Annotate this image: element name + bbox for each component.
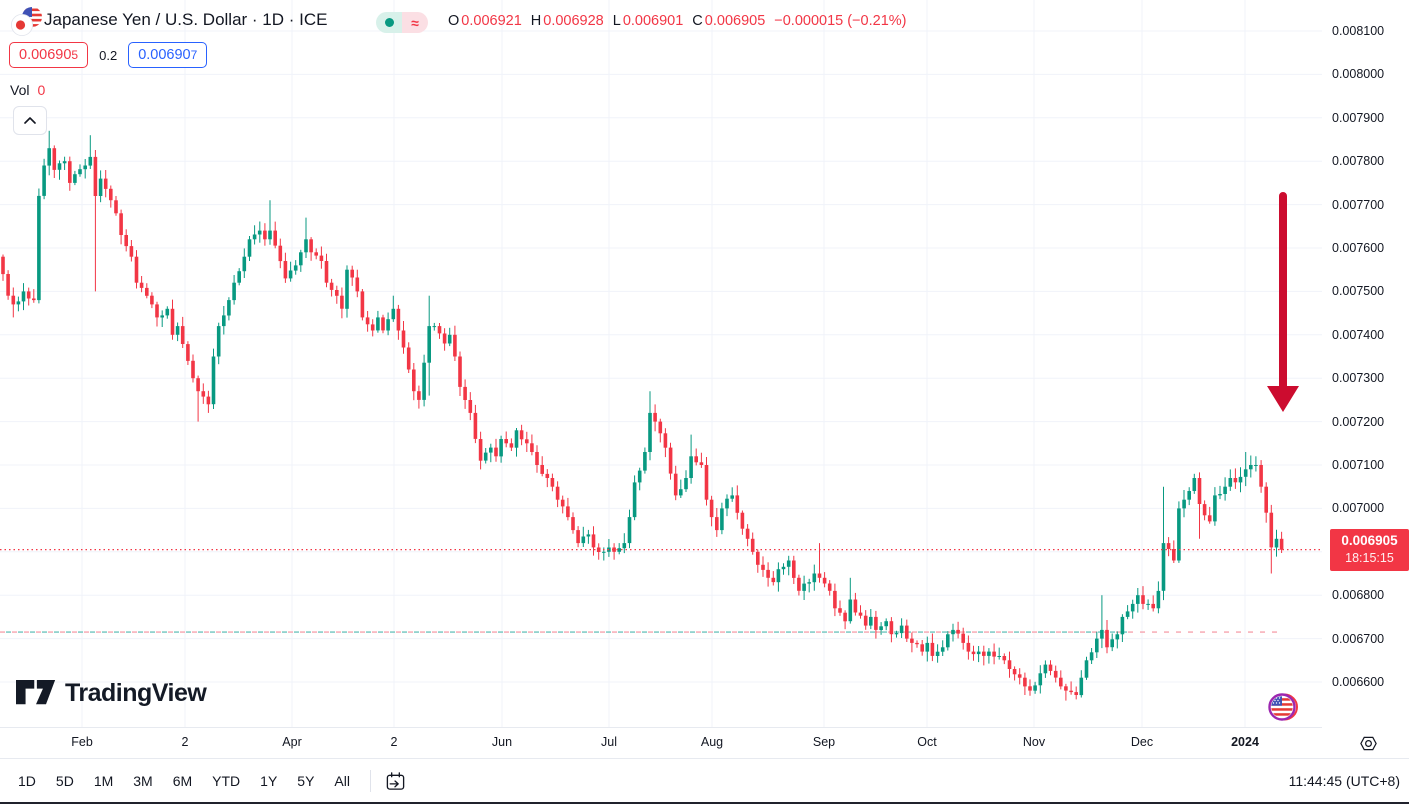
range-button-3m[interactable]: 3M — [133, 773, 153, 789]
range-button-1y[interactable]: 1Y — [260, 773, 278, 789]
price-tick: 0.007500 — [1332, 284, 1385, 299]
go-to-date-button[interactable] — [381, 766, 411, 796]
price-tick: 0.007300 — [1332, 371, 1385, 386]
time-tick: Nov — [1022, 735, 1046, 749]
last-price-value: 0.006905 — [1341, 533, 1398, 549]
buy-button[interactable]: 0.00690 7 — [128, 42, 208, 68]
time-tick: Feb — [71, 735, 93, 749]
market-open-indicator — [376, 12, 402, 33]
volume-label: Vol — [10, 82, 30, 98]
range-button-1m[interactable]: 1M — [93, 773, 114, 789]
tradingview-watermark[interactable]: TradingView — [16, 678, 207, 708]
price-tick: 0.007700 — [1332, 197, 1385, 212]
high-label: H — [530, 13, 542, 29]
date-range-buttons: 1D 5D 1M 3M 6M YTD 1Y 5Y All — [8, 768, 360, 794]
time-tick: 2024 — [1231, 735, 1259, 749]
price-tick: 0.007400 — [1332, 327, 1385, 342]
market-status-pill[interactable]: ≈ — [376, 12, 428, 33]
calendar-goto-icon — [387, 771, 405, 790]
window-bottom-edge — [0, 802, 1409, 804]
open-value: 0.006921 — [461, 13, 522, 29]
collapse-panel-button[interactable] — [13, 106, 47, 135]
time-tick: 2 — [181, 735, 189, 749]
price-tick: 0.007100 — [1332, 458, 1385, 472]
watermark-text: TradingView — [65, 678, 207, 707]
range-button-all[interactable]: All — [334, 773, 350, 789]
low-label: L — [612, 13, 621, 29]
range-button-6m[interactable]: 6M — [172, 773, 193, 789]
price-tick: 0.007900 — [1332, 110, 1385, 125]
price-tick: 0.006700 — [1332, 631, 1385, 646]
price-scale[interactable]: 0.006905 18:15:15 0.008100 0.008000 0.0079… — [1322, 0, 1409, 727]
symbol-title[interactable]: Japanese Yen / U.S. Dollar · 1D · ICE — [44, 10, 328, 29]
tradingview-logo-icon — [16, 679, 56, 705]
time-tick: Dec — [1130, 735, 1154, 749]
price-tick: 0.007800 — [1332, 154, 1385, 169]
chart-pane[interactable] — [0, 0, 1322, 727]
time-tick: Apr — [282, 735, 302, 749]
delayed-data-icon: ≈ — [402, 12, 428, 33]
sell-button[interactable]: 0.00690 5 — [9, 42, 89, 68]
scale-settings-button[interactable] — [1356, 731, 1380, 755]
candlestick-chart — [0, 0, 1322, 727]
price-tick: 0.006800 — [1332, 588, 1385, 603]
toolbar-divider — [369, 770, 371, 792]
price-tick: 0.008000 — [1332, 67, 1385, 82]
price-tick: 0.007600 — [1332, 241, 1385, 255]
bid-ask-row: 0.00690 5 0.2 0.00690 7 — [9, 42, 208, 68]
low-value: 0.006901 — [622, 13, 684, 29]
time-tick: Sep — [812, 735, 836, 749]
ohlc-values: O 0.006921 H 0.006928 L 0.006901 C 0.006905 … — [448, 13, 906, 29]
gear-icon — [1359, 736, 1377, 750]
session-clock[interactable]: 11:44:45 (UTC+8) — [1288, 773, 1400, 789]
price-tick: 0.007000 — [1332, 501, 1385, 516]
time-tick: Oct — [917, 735, 937, 749]
bottom-toolbar: 1D 5D 1M 3M 6M YTD 1Y 5Y All 11:44:45 (UTC+8) — [0, 758, 1409, 803]
time-tick: Jul — [601, 735, 617, 749]
range-button-5y[interactable]: 5Y — [297, 773, 315, 789]
close-value: 0.006905 — [704, 13, 766, 29]
price-tick: 0.006600 — [1332, 675, 1385, 689]
market-open-dot-icon — [384, 18, 394, 27]
us-flag-badge-icon[interactable] — [1268, 692, 1298, 722]
range-button-1d[interactable]: 1D — [18, 773, 36, 789]
symbol-pair-flags-icon — [10, 7, 42, 37]
spread-value: 0.2 — [99, 47, 118, 63]
down-arrow-annotation — [1267, 192, 1299, 412]
time-tick: 2 — [390, 735, 398, 749]
range-button-ytd[interactable]: YTD — [212, 773, 241, 789]
close-label: C — [692, 13, 703, 29]
change-value: −0.000015 (−0.21%) — [774, 13, 907, 29]
time-scale[interactable]: Feb 2 Apr 2 Jun Jul Aug Sep Oct Nov Dec 2024 — [0, 727, 1322, 759]
time-tick: Aug — [700, 735, 724, 749]
time-tick: Jun — [491, 735, 513, 749]
price-tick: 0.007200 — [1332, 414, 1385, 429]
last-price-time: 18:15:15 — [1345, 551, 1394, 566]
open-label: O — [448, 13, 460, 29]
volume-row: Vol 0 — [10, 82, 45, 98]
volume-value: 0 — [37, 82, 46, 98]
high-value: 0.006928 — [543, 13, 604, 29]
chevron-up-icon — [24, 117, 36, 124]
range-button-5d[interactable]: 5D — [55, 773, 74, 789]
last-price-label: 0.006905 18:15:15 — [1330, 528, 1409, 571]
price-tick: 0.008100 — [1332, 24, 1385, 38]
